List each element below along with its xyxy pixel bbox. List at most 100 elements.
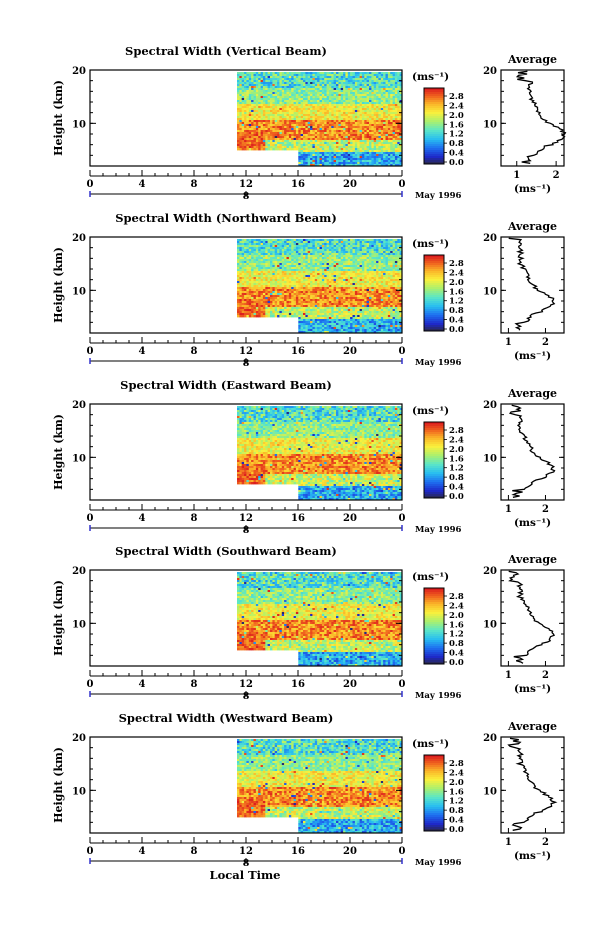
- heat-cell: [246, 118, 250, 121]
- heat-cell: [272, 112, 276, 115]
- heat-cell: [260, 112, 264, 115]
- heat-cell: [272, 239, 276, 242]
- heat-cell: [326, 134, 330, 137]
- heat-cell: [338, 279, 342, 282]
- heat-cell: [338, 118, 342, 121]
- heat-cell: [319, 162, 323, 165]
- heat-cell: [392, 259, 396, 262]
- heat-cell: [251, 98, 254, 101]
- heat-cell: [324, 128, 327, 131]
- heat-cell: [354, 279, 358, 282]
- heat-cell: [376, 126, 379, 129]
- heat-cell: [340, 126, 344, 129]
- colorbar-segment: [424, 158, 444, 161]
- heat-cell: [307, 104, 311, 107]
- heat-cell: [251, 78, 254, 81]
- heat-cell: [394, 118, 398, 121]
- heat-cell: [312, 120, 316, 123]
- heat-cell: [347, 138, 351, 141]
- heat-cell: [345, 160, 349, 163]
- heat-cell: [326, 118, 330, 121]
- heat-cell: [340, 136, 344, 139]
- heat-cell: [380, 82, 384, 85]
- heat-cell: [265, 283, 269, 286]
- heat-cell: [255, 261, 259, 264]
- heat-cell: [237, 140, 240, 143]
- colorbar-tick-label: 2.8: [449, 92, 464, 102]
- heat-cell: [333, 158, 337, 161]
- heat-cell: [314, 144, 318, 147]
- heat-cell: [369, 277, 372, 280]
- heat-cell: [277, 96, 280, 99]
- heat-cell: [340, 122, 344, 125]
- heat-cell: [305, 150, 309, 153]
- heat-cell: [274, 132, 278, 135]
- heat-cell: [333, 108, 337, 111]
- heat-cell: [387, 76, 391, 79]
- heat-cell: [390, 86, 393, 89]
- heat-cell: [331, 158, 335, 161]
- heat-cell: [371, 74, 375, 77]
- heat-cell: [277, 269, 280, 272]
- heat-cell: [317, 275, 320, 278]
- heat-cell: [298, 162, 302, 165]
- x-tick-label: 8: [191, 179, 198, 190]
- heat-cell: [343, 90, 346, 93]
- heat-cell: [258, 245, 261, 248]
- heat-cell: [321, 245, 325, 248]
- heat-cell: [312, 277, 316, 280]
- heat-cell: [300, 249, 304, 252]
- heat-cell: [314, 162, 318, 165]
- profile-x-tick-label: 2: [553, 170, 560, 181]
- heat-cell: [272, 287, 276, 290]
- heat-cell: [328, 142, 332, 145]
- heat-cell: [376, 271, 379, 274]
- heat-cell: [385, 156, 389, 159]
- heat-cell: [237, 273, 240, 276]
- heat-cell: [244, 261, 247, 264]
- heat-cell: [333, 249, 337, 252]
- heat-cell: [321, 283, 325, 286]
- heat-cell: [248, 126, 252, 129]
- heat-cell: [300, 152, 304, 155]
- heat-cell: [293, 140, 297, 143]
- profile-x-label: (ms⁻¹): [514, 183, 551, 195]
- heat-cell: [352, 275, 356, 278]
- heat-cell: [371, 126, 375, 129]
- heat-cell: [357, 94, 360, 97]
- heat-cell: [288, 134, 292, 137]
- heat-cell: [376, 136, 379, 139]
- heat-cell: [281, 245, 285, 248]
- heat-cell: [399, 82, 403, 85]
- heat-cell: [366, 164, 370, 167]
- colorbar-segment: [424, 112, 444, 115]
- heat-cell: [380, 164, 384, 167]
- heat-cell: [277, 110, 280, 113]
- heat-cell: [340, 116, 344, 119]
- heat-cell: [376, 132, 379, 135]
- heat-cell: [328, 74, 332, 77]
- heat-cell: [331, 285, 335, 288]
- heat-cell: [378, 134, 382, 137]
- heat-cell: [394, 239, 398, 242]
- heat-cell: [246, 74, 250, 77]
- heat-cell: [326, 84, 330, 87]
- heat-cell: [251, 136, 254, 139]
- heat-cell: [314, 98, 318, 101]
- heat-cell: [399, 156, 403, 159]
- heat-cell: [258, 239, 261, 242]
- heat-cell: [317, 249, 320, 252]
- heat-cell: [310, 269, 313, 272]
- heat-cell: [239, 92, 243, 95]
- heat-cell: [380, 110, 384, 113]
- heat-cell: [258, 122, 261, 125]
- heat-cell: [390, 241, 393, 244]
- heat-cell: [260, 148, 264, 151]
- heat-cell: [359, 271, 363, 274]
- heat-cell: [295, 275, 299, 278]
- heat-cell: [399, 86, 403, 89]
- heat-cell: [312, 267, 316, 270]
- heat-cell: [345, 76, 349, 79]
- heat-cell: [350, 120, 353, 123]
- heat-cell: [244, 138, 247, 141]
